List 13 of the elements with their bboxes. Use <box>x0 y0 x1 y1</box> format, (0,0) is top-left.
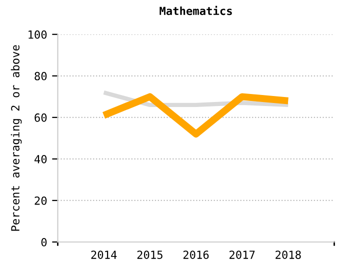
x-tick-label: 2018 <box>276 250 301 259</box>
y-tick-label: 100 <box>28 30 47 39</box>
y-tick-label: 20 <box>34 196 47 205</box>
x-tick-label: 2014 <box>91 250 117 259</box>
y-axis-title: Percent averaging 2 or above <box>10 45 22 231</box>
y-tick-label: 0 <box>41 238 47 246</box>
x-tick-label: 2016 <box>183 250 209 259</box>
y-tick-label: 40 <box>34 154 47 164</box>
y-tick-label: 80 <box>34 72 47 80</box>
x-tick-label: 2017 <box>230 250 255 259</box>
chart-title: Mathematics <box>160 6 232 16</box>
y-tick-label: 60 <box>34 113 47 122</box>
x-tick-label: 2015 <box>137 250 162 259</box>
